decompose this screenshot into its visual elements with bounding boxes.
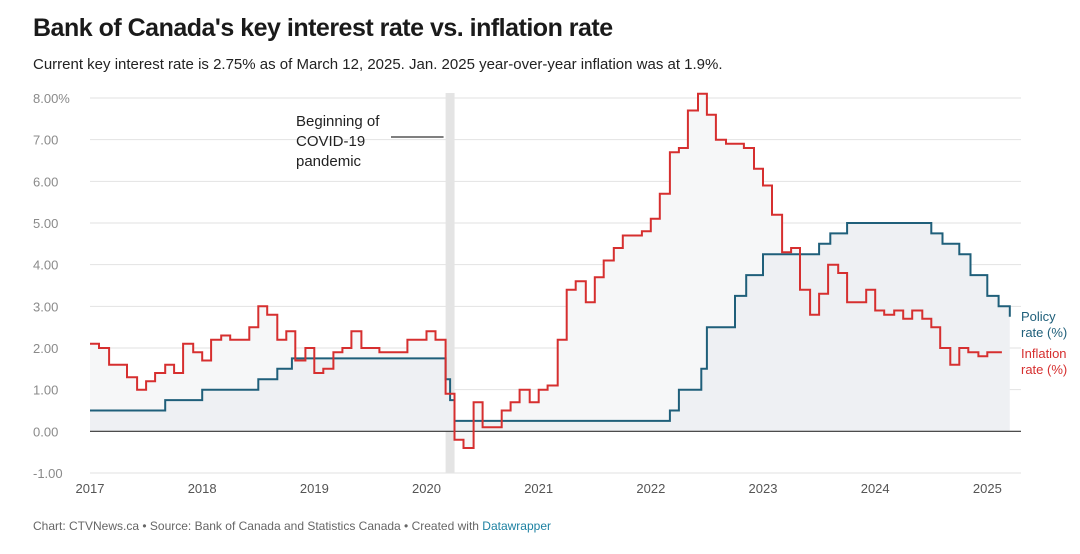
y-tick-label: 0.00 xyxy=(33,424,58,439)
inflation-series-label: rate (%) xyxy=(1021,362,1067,377)
covid-annotation-label: pandemic xyxy=(296,153,362,170)
y-tick-label: 3.00 xyxy=(33,299,58,314)
x-tick-label: 2018 xyxy=(188,481,217,496)
x-tick-label: 2019 xyxy=(300,481,329,496)
y-tick-label: 4.00 xyxy=(33,258,58,273)
y-tick-label: 2.00 xyxy=(33,341,58,356)
y-tick-label: 8.00% xyxy=(33,91,70,106)
policy-area xyxy=(90,223,1010,432)
y-tick-label: -1.00 xyxy=(33,466,63,481)
chart-title: Bank of Canada's key interest rate vs. i… xyxy=(33,14,613,42)
chart-footer: Chart: CTVNews.ca • Source: Bank of Cana… xyxy=(33,519,551,533)
covid-annotation-label: COVID-19 xyxy=(296,133,365,150)
x-tick-label: 2023 xyxy=(749,481,778,496)
y-tick-label: 6.00 xyxy=(33,174,58,189)
policy-series-label: rate (%) xyxy=(1021,325,1067,340)
x-tick-label: 2021 xyxy=(524,481,553,496)
covid-band xyxy=(445,93,455,473)
x-tick-label: 2025 xyxy=(973,481,1002,496)
covid-annotation-label: Beginning of xyxy=(296,113,380,130)
inflation-rate-line xyxy=(90,92,1002,449)
chart-subtitle: Current key interest rate is 2.75% as of… xyxy=(33,56,723,73)
x-tick-label: 2017 xyxy=(76,481,105,496)
y-tick-label: 7.00 xyxy=(33,133,58,148)
x-tick-label: 2022 xyxy=(636,481,665,496)
inflation-series-label: Inflation xyxy=(1021,346,1067,361)
chart-canvas: 8.00% 7.00 6.00 5.00 4.00 3.00 2.00 1.00 0.00 -1.… xyxy=(33,91,1067,496)
y-tick-label: 1.00 xyxy=(33,383,58,398)
policy-rate-line xyxy=(90,222,1011,422)
y-tick-label: 5.00 xyxy=(33,216,58,231)
x-tick-label: 2020 xyxy=(412,481,441,496)
x-tick-label: 2024 xyxy=(861,481,890,496)
policy-series-label: Policy xyxy=(1021,309,1056,324)
footer-credit: Chart: CTVNews.ca • Source: Bank of Cana… xyxy=(33,519,483,533)
datawrapper-link[interactable]: Datawrapper xyxy=(482,519,551,533)
